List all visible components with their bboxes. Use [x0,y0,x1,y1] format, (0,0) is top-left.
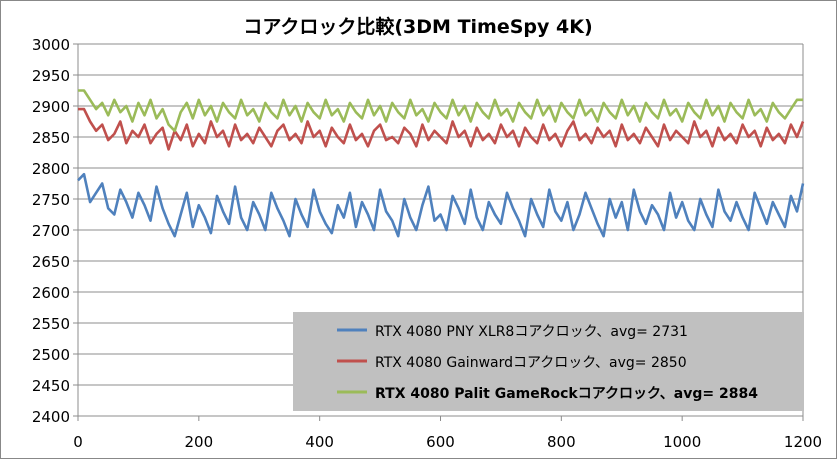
y-tick-label: 2400 [32,408,70,426]
y-tick-label: 2800 [32,160,70,178]
x-tick-label: 1000 [663,433,701,451]
y-tick-label: 2700 [32,222,70,240]
y-tick-label: 3000 [32,36,70,54]
axes: 3000 2950 2900 2850 2800 2750 2700 2650 2600 2550… [32,36,822,451]
series-line-3 [78,89,803,133]
series-line-1 [77,172,805,238]
y-tick-label: 2900 [32,98,70,116]
y-tick-label: 2600 [32,284,70,302]
x-tick-label: 200 [185,433,214,451]
y-tick-label: 2950 [32,67,70,85]
x-tick-label: 400 [305,433,334,451]
y-tick-label: 2850 [32,129,70,147]
y-tick-label: 2650 [32,253,70,271]
y-tick-label: 2750 [32,191,70,209]
x-tick-label: 0 [73,433,83,451]
legend-label: RTX 4080 PNY XLR8コアクロック、avg= 2731 [375,324,688,340]
series-line-2 [78,107,805,151]
x-tick-label: 800 [547,433,576,451]
legend-box [293,312,804,411]
x-tick-label: 1200 [784,433,822,451]
y-tick-label: 2500 [32,346,70,364]
legend-label: RTX 4080 Palit GameRockコアクロック、avg= 2884 [375,386,758,402]
y-tick-label: 2450 [32,377,70,395]
series-lines [77,89,805,238]
legend-label: RTX 4080 Gainwardコアクロック、avg= 2850 [375,355,687,371]
chart-title: コアクロック比較(3DM TimeSpy 4K) [243,15,592,38]
y-tick-label: 2550 [32,315,70,333]
legend: RTX 4080 PNY XLR8コアクロック、avg= 2731 RTX 408… [293,312,804,411]
x-tick-label: 600 [426,433,455,451]
